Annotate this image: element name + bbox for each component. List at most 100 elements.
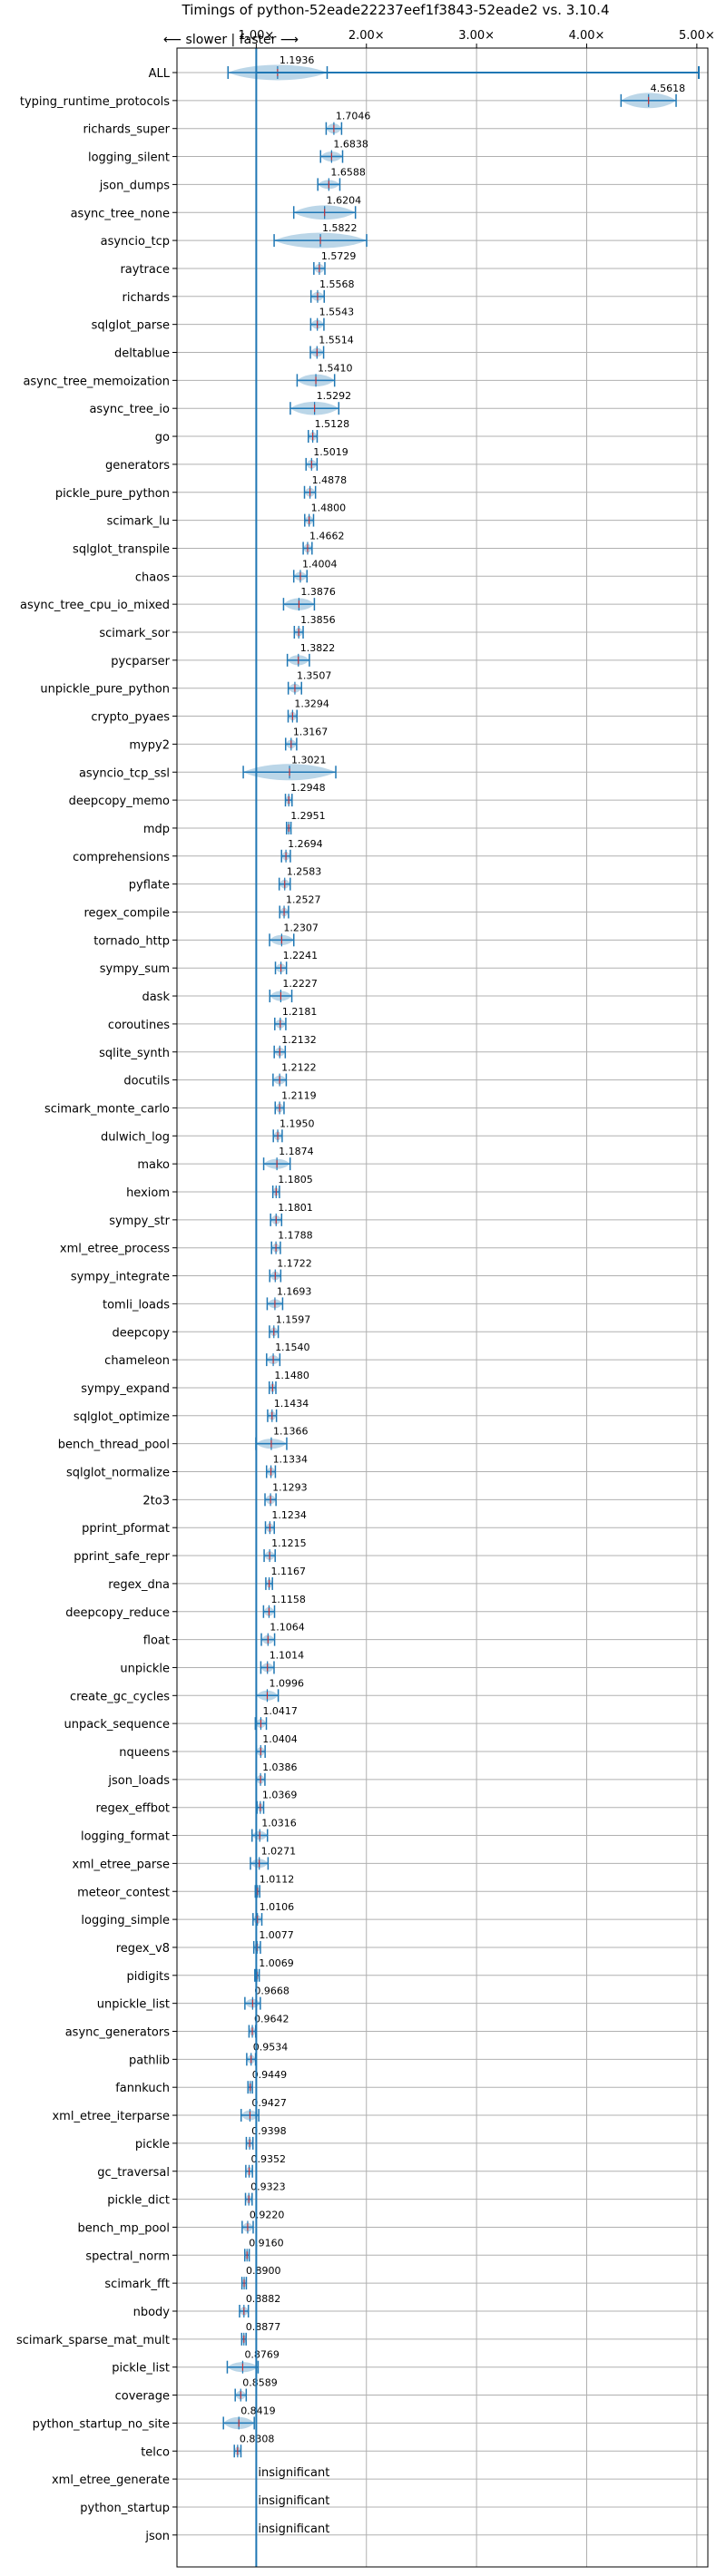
value-label: 1.2119	[281, 1089, 317, 1101]
benchmark-row: scimark_lu 1.4800	[107, 503, 347, 529]
value-label: 1.1597	[276, 1313, 311, 1325]
direction-label: ⟵ slower | faster ⟶	[163, 33, 299, 47]
benchmark-row: xml_etree_parse 1.0271	[73, 1845, 297, 1871]
value-label: 0.9323	[250, 2181, 286, 2193]
benchmark-row: pickle_pure_python 1.4878	[55, 474, 347, 501]
benchmark-label: nqueens	[119, 1746, 170, 1760]
benchmark-row: python_startup_no_site 0.8419	[33, 2405, 276, 2431]
value-label: 0.9352	[251, 2153, 287, 2165]
benchmark-label: dask	[142, 990, 170, 1004]
benchmark-label: pickle_pure_python	[55, 487, 170, 501]
value-label: 1.5019	[313, 446, 348, 458]
value-label: 0.9398	[251, 2125, 287, 2137]
x-tick-label: 5.00×	[679, 29, 715, 43]
benchmark-row: typing_runtime_protocols 4.5618	[20, 83, 685, 109]
benchmark-label: crypto_pyaes	[91, 711, 170, 725]
benchmark-label: raytrace	[120, 263, 170, 277]
value-label: 1.6204	[327, 194, 362, 206]
value-label: 1.4800	[311, 503, 347, 514]
benchmark-label: dulwich_log	[101, 1130, 170, 1144]
benchmark-label: 2to3	[142, 1494, 170, 1508]
benchmark-label: pickle_list	[112, 2362, 170, 2376]
value-label: 1.2694	[288, 838, 323, 850]
benchmark-label: pprint_pformat	[82, 1522, 170, 1536]
benchmark-label: gc_traversal	[97, 2166, 170, 2180]
benchmark-label: scimark_lu	[107, 515, 170, 529]
benchmark-row: logging_simple 1.0106	[81, 1901, 294, 1927]
benchmark-row: scimark_monte_carlo 1.2119	[44, 1089, 317, 1116]
benchmark-row: nqueens 1.0404	[119, 1733, 298, 1760]
benchmark-row: meteor_contest 1.0112	[77, 1873, 294, 1899]
benchmark-rows: ALL 1.1936 typing_runtime_protocols 4.5618 r…	[16, 54, 700, 2543]
benchmark-label: unpickle	[120, 1662, 170, 1675]
benchmark-label: mako	[137, 1158, 170, 1172]
benchmark-row: crypto_pyaes 1.3294	[91, 698, 329, 725]
value-label: 0.8900	[246, 2265, 281, 2277]
insignificant-label: insignificant	[258, 2466, 329, 2480]
benchmark-label: sympy_integrate	[71, 1271, 170, 1284]
benchmark-label: xml_etree_generate	[52, 2474, 170, 2487]
value-label: 1.3294	[294, 698, 329, 710]
benchmark-row: deepcopy_memo 1.2948	[69, 782, 326, 808]
benchmark-row: unpickle 1.1014	[120, 1649, 304, 1675]
value-label: 1.0417	[262, 1705, 298, 1717]
benchmark-label: regex_compile	[83, 907, 170, 921]
value-label: 1.1950	[280, 1117, 315, 1129]
value-label: 1.1215	[271, 1537, 307, 1549]
benchmark-row: pickle_dict 0.9323	[107, 2181, 285, 2208]
value-label: 1.3856	[300, 614, 336, 626]
value-label: 1.1722	[277, 1258, 312, 1270]
benchmark-row: asyncio_tcp 1.5822	[101, 222, 368, 249]
value-label: 1.0077	[259, 1929, 294, 1941]
value-label: 1.5543	[319, 307, 355, 318]
benchmark-row: unpickle_pure_python 1.3507	[40, 670, 331, 697]
value-label: 1.2948	[290, 782, 326, 794]
benchmark-label: unpack_sequence	[64, 1718, 170, 1732]
benchmark-row: deepcopy 1.1597	[112, 1313, 310, 1340]
benchmark-label: asyncio_tcp	[101, 235, 170, 249]
benchmark-label: meteor_contest	[77, 1886, 170, 1899]
benchmark-label: python_startup	[80, 2502, 170, 2515]
benchmark-row: unpack_sequence 1.0417	[64, 1705, 297, 1732]
benchmark-row: logging_silent 1.6838	[88, 139, 368, 165]
value-label: 1.3876	[300, 586, 336, 598]
benchmark-row: deepcopy_reduce 1.1158	[65, 1594, 306, 1620]
benchmark-row: chameleon 1.1540	[104, 1342, 309, 1368]
value-label: 1.1293	[272, 1481, 308, 1493]
value-label: 1.1788	[278, 1230, 313, 1242]
benchmark-label: mdp	[143, 823, 170, 836]
value-label: 1.5514	[319, 335, 354, 346]
benchmark-row: sympy_expand 1.1480	[81, 1370, 309, 1396]
x-axis-ticks: 1.00× 2.00× 3.00× 4.00× 5.00×	[238, 29, 715, 48]
benchmark-row: bench_thread_pool 1.1366	[58, 1426, 309, 1452]
benchmark-label: richards_super	[83, 123, 170, 137]
benchmark-label: deepcopy_reduce	[65, 1606, 170, 1620]
benchmark-label: deltablue	[114, 347, 170, 361]
benchmark-label: python_startup_no_site	[33, 2417, 170, 2431]
value-label: 0.8419	[240, 2405, 276, 2416]
benchmark-label: bench_thread_pool	[58, 1439, 170, 1452]
value-label: 1.4004	[302, 558, 338, 570]
x-tick-label: 2.00×	[348, 29, 385, 43]
benchmark-row: pprint_pformat 1.1234	[82, 1509, 307, 1536]
benchmark-row: regex_compile 1.2527	[83, 894, 320, 921]
benchmark-row: create_gc_cycles 1.0996	[70, 1677, 304, 1703]
benchmark-label: xml_etree_process	[60, 1243, 170, 1256]
value-label: 1.0996	[269, 1677, 304, 1689]
insignificant-label: insignificant	[258, 2494, 329, 2508]
benchmark-label: unpickle_list	[97, 1998, 170, 2012]
value-label: 1.3822	[300, 642, 336, 654]
benchmark-label: scimark_sor	[99, 627, 170, 640]
benchmark-row: scimark_fft 0.8900	[104, 2265, 280, 2291]
benchmark-row: mypy2 1.3167	[129, 726, 328, 752]
value-label: 1.1936	[280, 54, 315, 66]
value-label: 0.9449	[252, 2069, 288, 2081]
benchmark-row: go 1.5128	[155, 418, 349, 444]
benchmark-label: scimark_sparse_mat_mult	[16, 2334, 170, 2347]
value-label: 1.2227	[282, 978, 318, 990]
benchmark-row: hexiom 1.1805	[126, 1174, 313, 1200]
benchmark-row: pprint_safe_repr 1.1215	[74, 1537, 306, 1564]
benchmark-label: sqlglot_optimize	[74, 1410, 170, 1424]
value-label: 1.0271	[261, 1845, 297, 1857]
